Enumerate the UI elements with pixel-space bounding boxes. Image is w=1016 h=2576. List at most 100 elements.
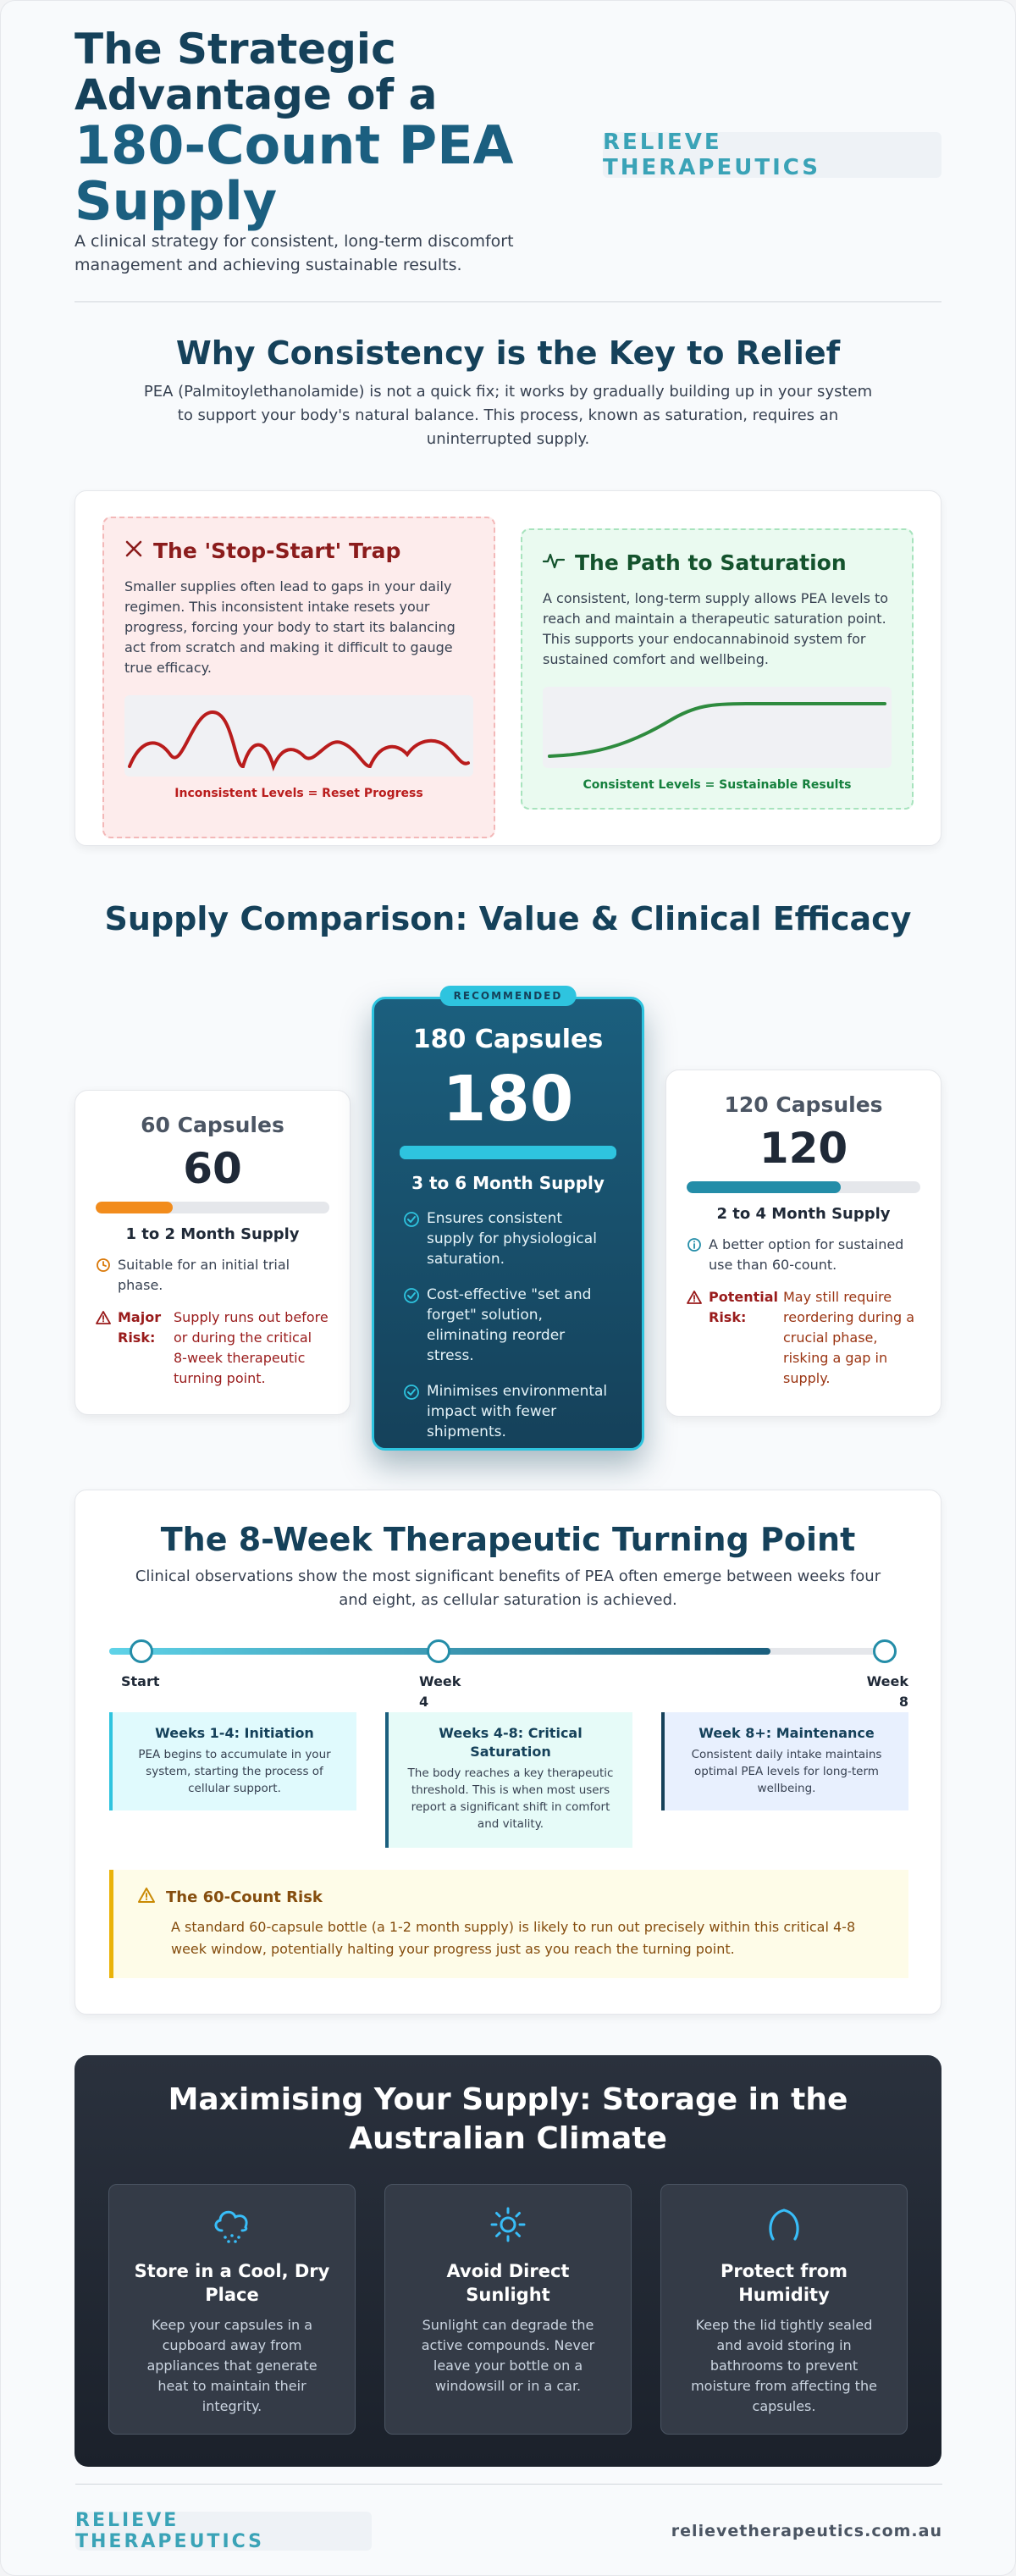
tip-cool-dry: Store in a Cool, Dry Place Keep your cap… bbox=[108, 2184, 356, 2435]
consistency-section: Why Consistency is the Key to Relief PEA… bbox=[75, 302, 941, 451]
plan-note: Suitable for an initial trial phase. bbox=[96, 1255, 329, 1296]
warning-icon bbox=[137, 1887, 156, 1908]
plan-count: 60 bbox=[183, 1144, 242, 1193]
tip-title: Protect from Humidity bbox=[720, 2261, 848, 2305]
risk-text: A standard 60-capsule bottle (a 1-2 mont… bbox=[171, 1919, 856, 1957]
comparison-title: Supply Comparison: Value & Clinical Effi… bbox=[104, 900, 912, 937]
storage-section: Maximising Your Supply: Storage in the A… bbox=[75, 2055, 941, 2467]
storage-title: Maximising Your Supply: Storage in the A… bbox=[168, 2082, 848, 2156]
turning-point-card: The 8-Week Therapeutic Turning Point Cli… bbox=[75, 1490, 941, 2015]
plan-risk-label: Major Risk: bbox=[118, 1309, 162, 1346]
stop-start-trap-box: The 'Stop-Start' Trap Smaller supplies o… bbox=[102, 517, 495, 838]
path-heading: The Path to Saturation bbox=[542, 550, 892, 575]
supply-bar bbox=[96, 1202, 329, 1213]
supply-bar bbox=[687, 1181, 920, 1193]
turning-point-text: Clinical observations show the most sign… bbox=[135, 1567, 881, 1609]
title-line-1: The Strategic Advantage of a bbox=[75, 25, 438, 119]
supply-bar bbox=[400, 1146, 616, 1159]
storage-tips: Store in a Cool, Dry Place Keep your cap… bbox=[108, 2184, 908, 2435]
footer-logo: RELIEVE THERAPEUTICS bbox=[75, 2510, 372, 2552]
tip-text: Keep your capsules in a cupboard away fr… bbox=[146, 2317, 318, 2414]
brand-logo: RELIEVE THERAPEUTICS bbox=[603, 130, 941, 180]
plan-feature: Cost-effective "set and forget" solution… bbox=[403, 1285, 613, 1366]
consistency-text: PEA (Palmitoylethanolamide) is not a qui… bbox=[143, 383, 873, 448]
sixty-count-risk-box: The 60-Count Risk A standard 60-capsule … bbox=[109, 1870, 908, 1978]
trap-caption: Inconsistent Levels = Reset Progress bbox=[174, 787, 423, 800]
cloud-snow-icon bbox=[210, 2210, 254, 2247]
plan-risk: Potential Risk: May still require reorde… bbox=[687, 1287, 920, 1389]
plan-name: 60 Capsules bbox=[141, 1113, 284, 1137]
plan-feature: Ensures consistent supply for physiologi… bbox=[403, 1208, 613, 1269]
hero: The Strategic Advantage of a 180-Count P… bbox=[75, 1, 941, 301]
plan-count: 120 bbox=[759, 1124, 848, 1173]
phase-text: Consistent daily intake maintains optima… bbox=[691, 1748, 882, 1795]
timeline-label-week-4: Week 4 bbox=[419, 1673, 461, 1710]
page-title: The Strategic Advantage of a 180-Count P… bbox=[75, 26, 599, 229]
phase-maintenance: Week 8+: Maintenance Consistent daily in… bbox=[661, 1712, 908, 1810]
recommended-badge: RECOMMENDED bbox=[439, 986, 577, 1006]
plan-duration: 3 to 6 Month Supply bbox=[411, 1173, 605, 1193]
plan-note-text: Suitable for an initial trial phase. bbox=[118, 1257, 290, 1293]
tip-text: Keep the lid tightly sealed and avoid st… bbox=[691, 2317, 877, 2414]
warning-icon bbox=[96, 1307, 111, 1389]
plan-120-capsules: 120 Capsules 120 2 to 4 Month Supply A b… bbox=[665, 1070, 941, 1417]
plan-note-text: A better option for sustained use than 6… bbox=[709, 1236, 904, 1273]
divider bbox=[75, 301, 941, 302]
supply-bar-fill bbox=[400, 1146, 616, 1159]
brand-logo-text: RELIEVE THERAPEUTICS bbox=[603, 130, 821, 180]
risk-title: The 60-Count Risk bbox=[166, 1888, 323, 1906]
trap-text: Smaller supplies often lead to gaps in y… bbox=[124, 578, 456, 676]
check-circle-icon bbox=[403, 1208, 420, 1269]
clock-icon bbox=[96, 1255, 111, 1296]
title-line-2: 180-Count PEA Supply bbox=[75, 114, 514, 232]
supply-bar-fill bbox=[687, 1181, 842, 1193]
plan-name: 120 Capsules bbox=[724, 1092, 883, 1117]
timeline: Start Week 4 Week 8 bbox=[109, 1639, 908, 1710]
pulse-icon bbox=[542, 550, 566, 575]
risk-heading: The 60-Count Risk bbox=[137, 1887, 885, 1908]
plan-risk-text: May still require reordering during a cr… bbox=[783, 1289, 915, 1386]
plan-count: 180 bbox=[442, 1063, 574, 1136]
saturation-card: The 'Stop-Start' Trap Smaller supplies o… bbox=[75, 490, 941, 846]
phase-initiation: Weeks 1-4: Initiation PEA begins to accu… bbox=[109, 1712, 356, 1810]
phase-title: Week 8+: Maintenance bbox=[698, 1725, 875, 1741]
phases: Weeks 1-4: Initiation PEA begins to accu… bbox=[109, 1712, 908, 1856]
phase-critical-saturation: Weeks 4-8: Critical Saturation The body … bbox=[385, 1712, 632, 1848]
plan-feature-text: Cost-effective "set and forget" solution… bbox=[427, 1286, 592, 1364]
path-title: The Path to Saturation bbox=[575, 550, 847, 575]
timeline-node-start bbox=[130, 1639, 153, 1663]
check-circle-icon bbox=[403, 1285, 420, 1366]
plan-duration: 1 to 2 Month Supply bbox=[125, 1225, 300, 1243]
timeline-node-week-8 bbox=[873, 1639, 897, 1663]
tip-humidity: Protect from Humidity Keep the lid tight… bbox=[660, 2184, 908, 2435]
plan-feature-text: Minimises environmental impact with fewe… bbox=[427, 1383, 608, 1440]
trap-title: The 'Stop-Start' Trap bbox=[153, 539, 401, 563]
footer: RELIEVE THERAPEUTICS relievetherapeutics… bbox=[75, 2484, 942, 2552]
tip-title: Store in a Cool, Dry Place bbox=[134, 2261, 330, 2305]
plan-name: 180 Capsules bbox=[412, 1025, 604, 1054]
phase-title: Weeks 4-8: Critical Saturation bbox=[439, 1725, 583, 1760]
turning-point-title: The 8-Week Therapeutic Turning Point bbox=[160, 1521, 856, 1558]
humidity-icon bbox=[765, 2208, 803, 2247]
warning-icon bbox=[687, 1287, 702, 1389]
timeline-track bbox=[109, 1648, 897, 1655]
tip-title: Avoid Direct Sunlight bbox=[446, 2261, 570, 2305]
path-text: A consistent, long-term supply allows PE… bbox=[543, 590, 889, 667]
plan-risk-label: Potential Risk: bbox=[709, 1289, 779, 1325]
info-icon bbox=[687, 1235, 702, 1275]
footer-website-link[interactable]: relievetherapeutics.com.au bbox=[671, 2522, 942, 2540]
sun-icon bbox=[489, 2207, 527, 2247]
timeline-label-week-8: Week 8 bbox=[866, 1673, 908, 1710]
phase-title: Weeks 1-4: Initiation bbox=[155, 1725, 314, 1741]
plan-feature-text: Ensures consistent supply for physiologi… bbox=[427, 1210, 597, 1268]
phase-text: The body reaches a key therapeutic thres… bbox=[407, 1766, 614, 1831]
plan-180-capsules: RECOMMENDED 180 Capsules 180 3 to 6 Mont… bbox=[372, 986, 644, 1451]
saturation-path-box: The Path to Saturation A consistent, lon… bbox=[521, 528, 914, 810]
page-subtitle: A clinical strategy for consistent, long… bbox=[75, 232, 514, 274]
plan-note: A better option for sustained use than 6… bbox=[687, 1235, 920, 1275]
tip-avoid-sunlight: Avoid Direct Sunlight Sunlight can degra… bbox=[384, 2184, 632, 2435]
plan-risk: Major Risk: Supply runs out before or du… bbox=[96, 1307, 329, 1389]
footer-logo-text: RELIEVE THERAPEUTICS bbox=[75, 2510, 265, 2552]
tip-text: Sunlight can degrade the active compound… bbox=[421, 2317, 595, 2394]
